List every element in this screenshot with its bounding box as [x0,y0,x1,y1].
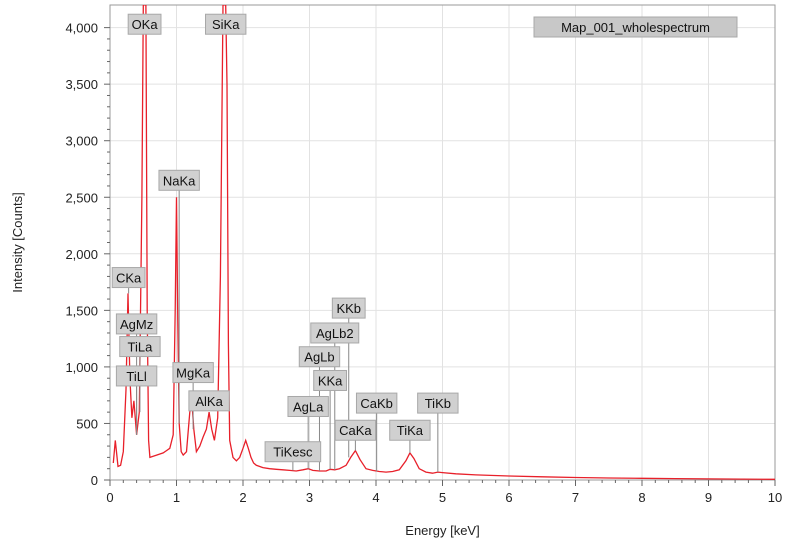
peak-label-text: AgMz [120,317,153,332]
y-tick-label: 2,000 [65,247,98,262]
peak-label-text: CaKa [339,423,372,438]
peak-label-text: OKa [132,17,159,32]
y-tick-label: 3,500 [65,77,98,92]
peak-label-box [355,392,398,414]
peak-label-box [287,395,329,417]
peak-label-text: MgKa [176,366,211,381]
peak-label-box [313,369,348,391]
peak-label-box [119,336,161,358]
peak-label-sika: SiKa [205,13,247,35]
x-tick-label: 2 [239,490,246,505]
peak-label-caka: CaKa [334,419,377,451]
y-tick-label: 4,000 [65,21,98,36]
peak-label-text: CaKb [360,396,393,411]
peak-label-cka: CKa [111,267,146,294]
peak-label-box [115,313,158,335]
peak-label-till: TiLl [115,365,158,435]
peak-label-box [331,297,366,319]
peak-label-alka: AlKa [188,390,230,412]
y-tick-label: 1,000 [65,360,98,375]
peak-label-text: TiKb [425,396,451,411]
peak-label-box [417,392,459,414]
y-tick-label: 1,500 [65,303,98,318]
x-tick-label: 1 [173,490,180,505]
peak-label-text: KKa [318,373,343,388]
peak-label-kka: KKa [313,369,348,470]
peak-label-text: AlKa [195,394,223,409]
peak-label-box [115,365,158,387]
peak-label-text: AgLb [304,350,334,365]
peak-label-box [188,390,230,412]
x-tick-label: 6 [505,490,512,505]
axes: 0 1 2 3 4 5 6 7 8 9 10 0 500 1,000 1,500 2,000 2,500 3,00… [65,4,782,505]
peak-label-text: TiLa [128,340,154,355]
peak-labels: OKa SiKa NaKa CKa AgMz TiLa TiLl MgKa AlKa KKb AgL… [111,13,459,473]
peak-label-tikb: TiKb [417,392,459,473]
spectrum-line [112,5,775,480]
x-tick-label: 3 [306,490,313,505]
peak-label-text: AgLb2 [316,326,354,341]
y-tick-label: 2,500 [65,190,98,205]
peak-label-text: TiLl [126,369,147,384]
y-tick-label: 3,000 [65,134,98,149]
legend-box [533,16,738,38]
x-tick-label: 8 [638,490,645,505]
peak-label-box [158,169,200,191]
peak-label-box [111,267,146,289]
x-tick-label: 0 [106,490,113,505]
legend: Map_001_wholespectrum [533,16,738,38]
y-tick-label: 500 [76,416,98,431]
y-axis-title: Intensity [Counts] [10,192,25,292]
x-axis-title: Energy [keV] [405,523,479,538]
peak-label-text: KKb [336,301,361,316]
x-tick-label: 10 [768,490,782,505]
peak-label-box [298,346,341,368]
peak-label-cakb: CaKb [355,392,398,472]
peak-label-naka: NaKa [158,169,200,424]
x-tick-label: 9 [705,490,712,505]
x-tick-label: 5 [439,490,446,505]
peak-label-box [310,322,360,344]
peak-label-text: CKa [116,271,142,286]
peak-label-oka: OKa [127,13,162,35]
y-tick-label: 0 [91,473,98,488]
legend-entry: Map_001_wholespectrum [533,16,738,38]
peak-label-tika: TiKa [389,419,431,453]
peak-label-box [264,441,322,463]
peak-label-aglb2: AgLb2 [310,322,360,470]
x-tick-label: 7 [572,490,579,505]
peak-label-box [127,13,162,35]
peak-label-text: AgLa [293,399,324,414]
peak-label-box [172,362,214,384]
x-tick-label: 4 [372,490,379,505]
peak-label-box [334,419,377,441]
peak-label-text: NaKa [163,173,196,188]
peak-label-box [205,13,247,35]
peak-label-tikesc: TiKesc [264,441,322,471]
peak-label-text: TiKa [397,423,424,438]
peak-label-box [389,419,431,441]
peak-label-text: TiKesc [273,445,313,460]
peak-label-text: SiKa [212,17,240,32]
legend-label: Map_001_wholespectrum [561,20,710,35]
series-layer [112,5,775,480]
